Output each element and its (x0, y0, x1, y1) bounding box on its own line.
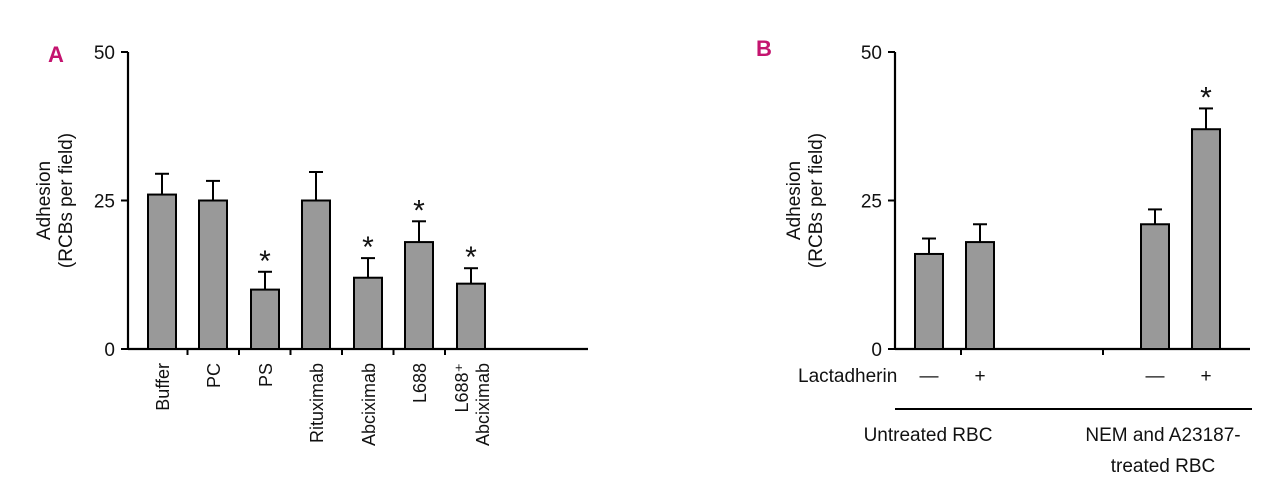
lactadherin-sign: + (1200, 366, 1211, 387)
panel-a: A 0 25 50 Adhesion(RCBs per field) * * * * Buffe… (34, 42, 588, 446)
y-tick-label: 0 (871, 340, 882, 361)
bar (353, 276, 383, 350)
bar (914, 252, 944, 351)
y-tick-label: 50 (94, 43, 115, 64)
significance-marker: * (465, 241, 477, 274)
y-tick-label: 0 (104, 340, 115, 361)
x-tick-label-line: PS (256, 363, 276, 387)
significance-marker: * (259, 245, 271, 278)
x-tick-label-line: L688 (410, 363, 430, 403)
lactadherin-label: Lactadherin (798, 366, 897, 387)
significance-marker: * (362, 231, 374, 264)
x-tick-label: PC (204, 363, 224, 388)
bar (301, 199, 331, 350)
x-tick-label-line: L688⁺ (452, 363, 472, 413)
panel-b-letter: B (756, 36, 772, 61)
lactadherin-sign: — (1146, 366, 1165, 387)
x-tick-label-line: PC (204, 363, 224, 388)
y-axis-label-line: Adhesion (34, 161, 55, 240)
group-label: treated RBC (1111, 456, 1216, 477)
y-axis-label-line: (RCBs per field) (806, 133, 827, 268)
y-axis-label-line: Adhesion (784, 161, 805, 240)
x-tick-label-line: Buffer (153, 363, 173, 411)
panel-b: B 0 25 50 Adhesion(RCBs per field) * Lactadhe… (756, 36, 1252, 477)
y-axis-label: Adhesion(RCBs per field) (34, 133, 77, 268)
significance-marker: * (413, 194, 425, 227)
y-axis-label-line: (RCBs per field) (56, 133, 77, 268)
bar (1191, 128, 1221, 350)
group-label: NEM and A23187- (1085, 425, 1240, 446)
x-tick-label: Abciximab (359, 363, 379, 446)
lactadherin-sign: + (974, 366, 985, 387)
y-tick-label: 25 (94, 192, 115, 213)
x-tick-label: L688⁺Abciximab (452, 363, 493, 446)
bar (250, 288, 280, 351)
group-label: Untreated RBC (864, 425, 993, 446)
bar (456, 282, 486, 350)
bar (147, 193, 177, 350)
lactadherin-sign: — (920, 366, 939, 387)
x-tick-label: L688 (410, 363, 430, 403)
bar (1140, 223, 1170, 350)
y-tick-label: 25 (861, 192, 882, 213)
bar (198, 199, 228, 350)
x-tick-label: Buffer (153, 363, 173, 411)
panel-a-letter: A (48, 42, 64, 67)
y-tick-label: 50 (861, 43, 882, 64)
y-axis-label: Adhesion(RCBs per field) (784, 133, 827, 268)
x-tick-label: PS (256, 363, 276, 387)
x-tick-label-line: Abciximab (359, 363, 379, 446)
x-tick-label: Rituximab (307, 363, 327, 443)
bar (404, 241, 434, 350)
significance-marker: * (1200, 81, 1212, 114)
x-tick-label-line: Abciximab (473, 363, 493, 446)
x-tick-label-line: Rituximab (307, 363, 327, 443)
bar (965, 241, 995, 350)
